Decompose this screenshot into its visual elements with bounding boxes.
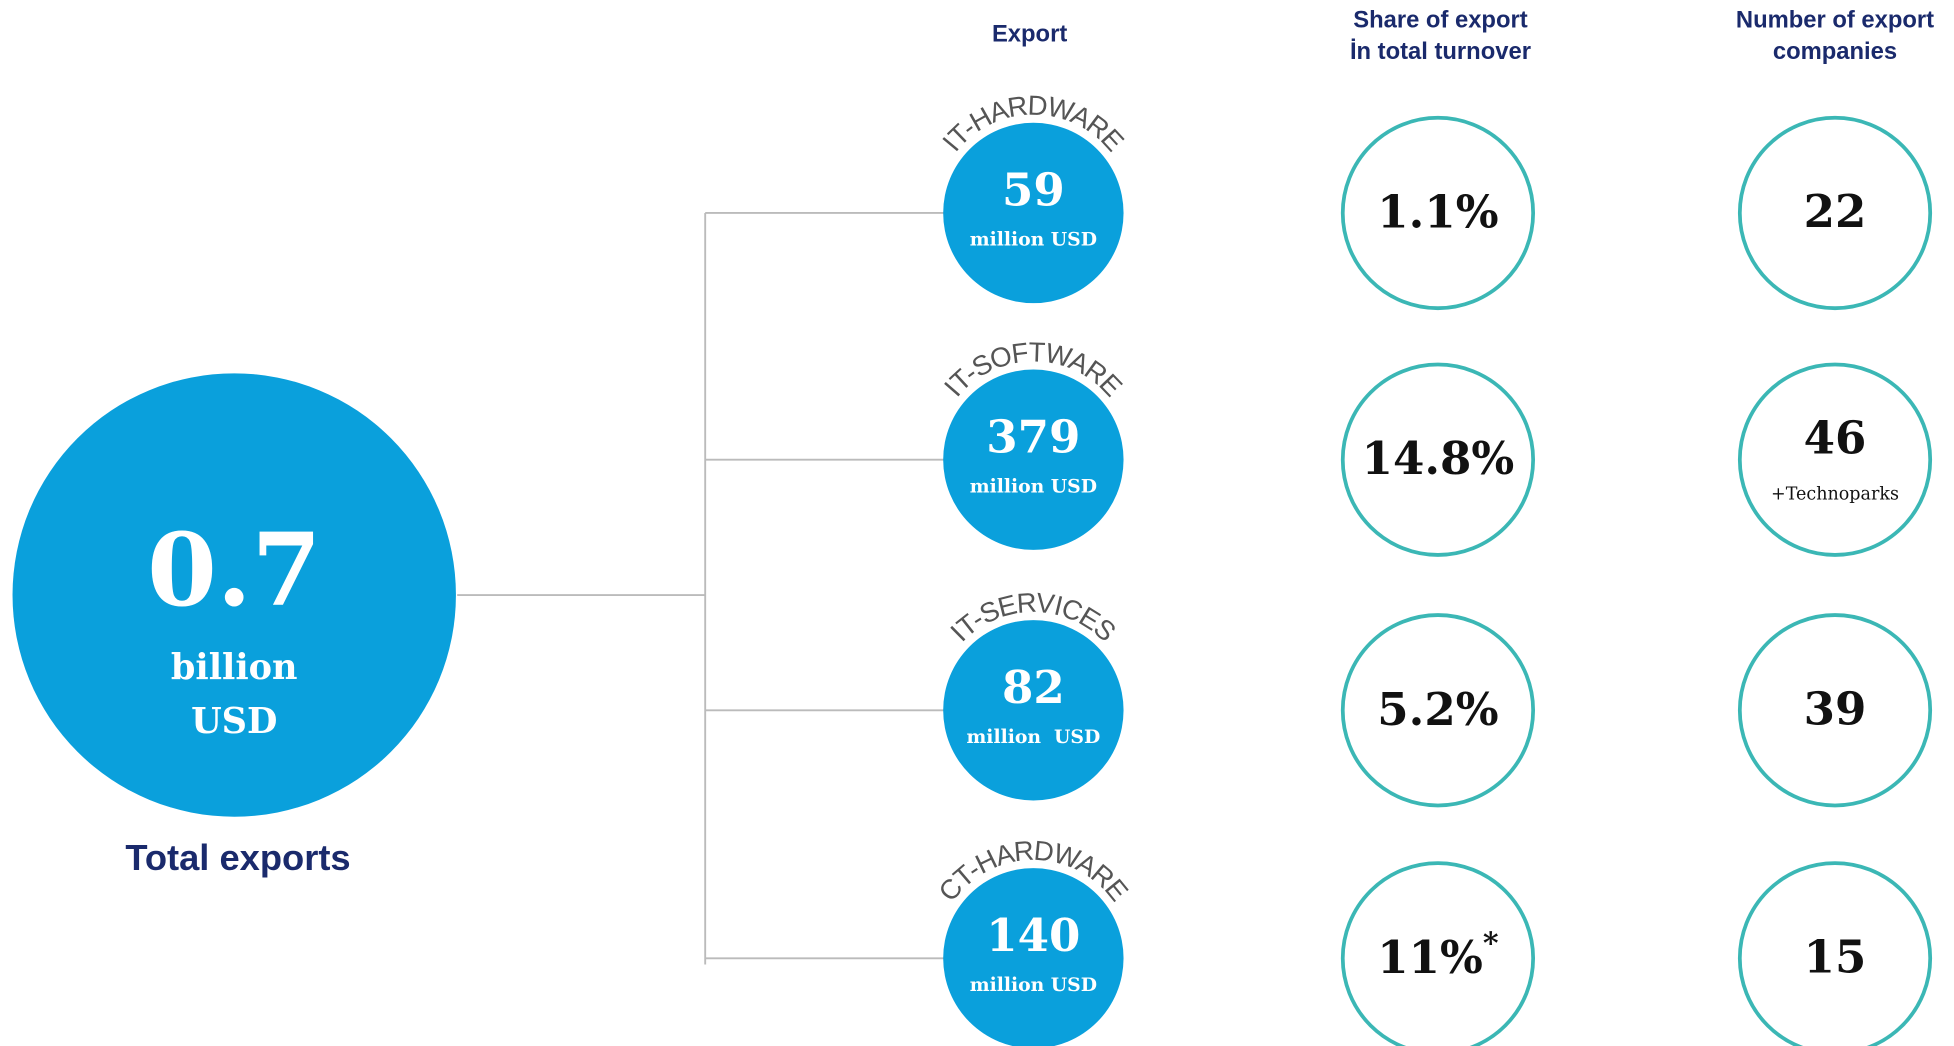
share-circle: [1340, 861, 1535, 1046]
companies-note: +Technoparks: [1771, 484, 1899, 504]
share-footnote-mark: *: [1483, 927, 1499, 962]
sector-circle: [943, 620, 1124, 801]
share-value: 1.1%: [1377, 185, 1498, 238]
companies-value: 39: [1804, 682, 1867, 735]
share-text: 14.8%: [1362, 432, 1515, 485]
sector-value: 82: [1002, 661, 1065, 714]
share-header: Share of export: [1353, 7, 1528, 34]
companies-header: Number of export: [1736, 7, 1934, 34]
total-caption: Total exports: [125, 837, 350, 878]
companies-circle: [1737, 115, 1933, 311]
total-value: 0.7: [147, 511, 321, 629]
companies-circle: [1737, 861, 1933, 1046]
share-value: 5.2%: [1377, 682, 1498, 735]
share-text: 5.2%: [1377, 682, 1498, 735]
companies-value: 15: [1804, 930, 1867, 983]
sector-value: 379: [986, 410, 1080, 463]
connectors: [457, 212, 707, 965]
total-unit: USD: [191, 701, 277, 742]
total-unit: billion: [171, 647, 298, 688]
share-text: 11%: [1377, 930, 1483, 983]
companies-header: companies: [1773, 38, 1897, 65]
share-value: 11%*: [1377, 927, 1499, 984]
share-circle: [1340, 115, 1536, 311]
share-circle: [1340, 362, 1536, 557]
companies-value: 46: [1804, 412, 1867, 465]
sector-circle: [943, 369, 1124, 550]
share-header: İn total turnover: [1350, 38, 1531, 65]
sector-circle: [943, 122, 1124, 304]
sector-unit: million USD: [966, 726, 1100, 748]
share-text: 1.1%: [1377, 185, 1498, 238]
share-circle: [1340, 613, 1536, 808]
companies-circle: [1737, 613, 1933, 808]
sector-unit: million USD: [970, 974, 1097, 996]
sector-value: 59: [1002, 164, 1065, 217]
companies-circle: [1737, 362, 1933, 557]
export-header: Export: [992, 20, 1067, 47]
companies-value: 22: [1804, 185, 1867, 238]
total-circle: [12, 373, 456, 817]
sector-value: 140: [986, 909, 1080, 962]
share-value: 14.8%: [1362, 432, 1515, 485]
sector-unit: million USD: [970, 475, 1097, 497]
sector-unit: million USD: [970, 229, 1097, 251]
sector-circle: [943, 868, 1124, 1046]
